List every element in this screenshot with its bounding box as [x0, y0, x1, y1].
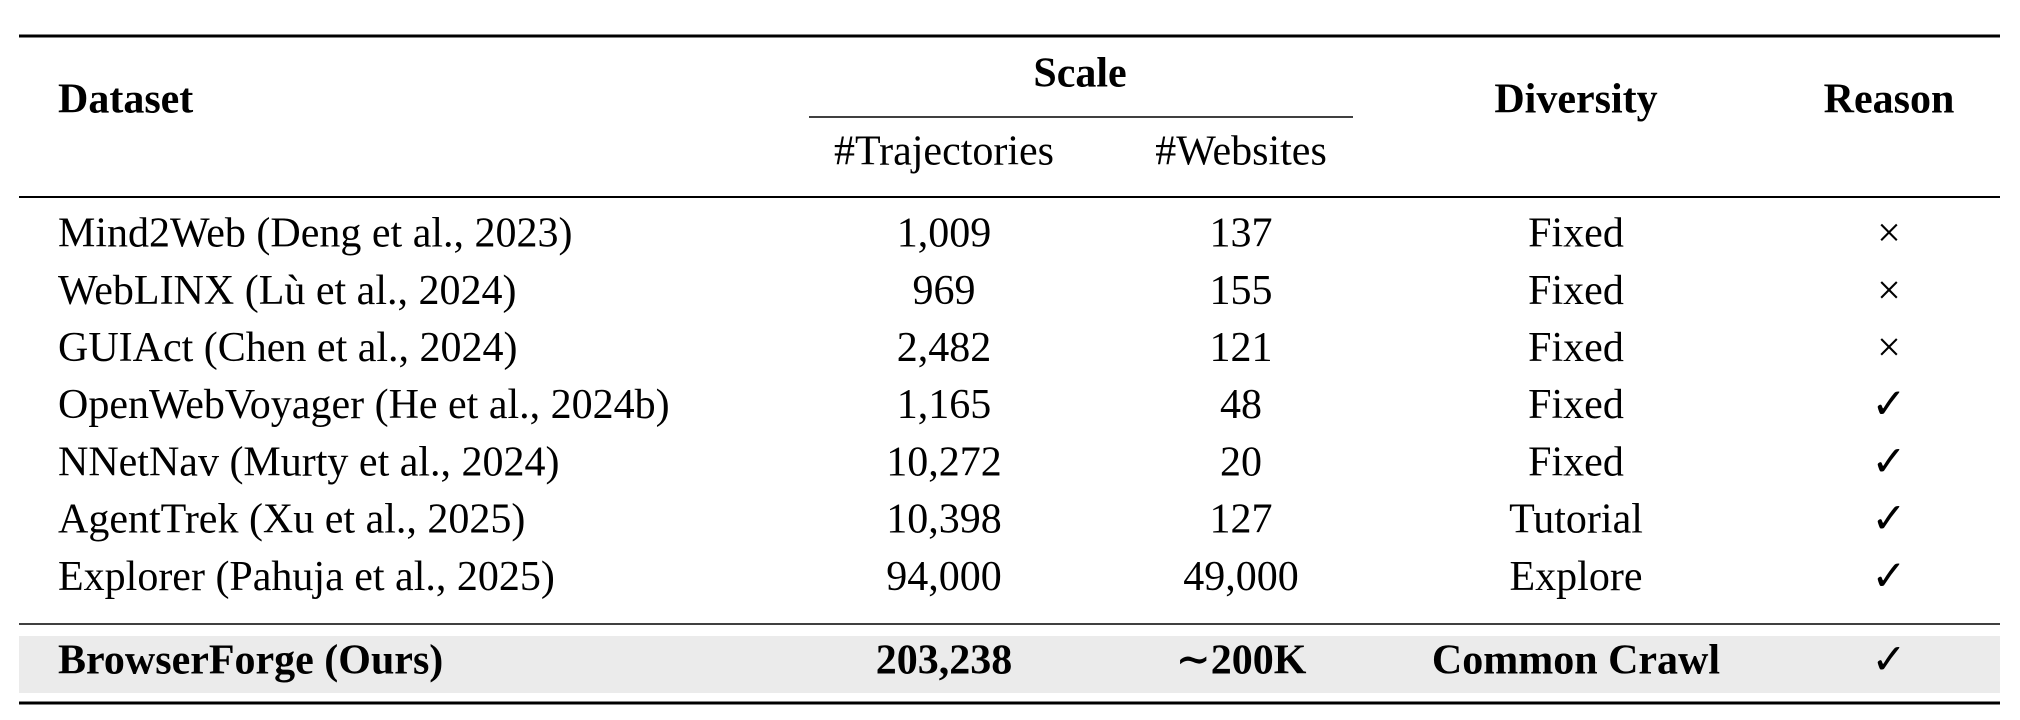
cell-trajectories: 94,000 [886, 554, 1002, 600]
cell-dataset: Mind2Web (Deng et al., 2023) [58, 211, 573, 257]
cell-trajectories: 1,009 [897, 211, 992, 257]
cell-diversity: Fixed [1528, 268, 1624, 314]
cell-trajectories: 969 [913, 268, 976, 314]
cell-trajectories: 10,272 [886, 439, 1002, 485]
cell-reason: ✓ [1871, 554, 1906, 600]
cell-trajectories: 2,482 [897, 325, 992, 371]
cell-dataset: GUIAct (Chen et al., 2024) [58, 325, 518, 371]
cell-dataset: NNetNav (Murty et al., 2024) [58, 439, 560, 485]
cell-reason: ✓ [1871, 382, 1906, 428]
cell-dataset: OpenWebVoyager (He et al., 2024b) [58, 382, 670, 428]
cell-diversity: Fixed [1528, 325, 1624, 371]
header-scale: Scale [1033, 51, 1126, 97]
highlight-band [19, 636, 2000, 693]
cell-trajectories: 203,238 [876, 638, 1013, 684]
header-dataset: Dataset [58, 77, 193, 123]
cell-diversity: Tutorial [1509, 497, 1643, 543]
cell-diversity: Explore [1510, 554, 1643, 600]
cell-websites: ∼200K [1176, 638, 1307, 684]
cell-reason: ✓ [1871, 439, 1906, 485]
cell-reason: ✓ [1871, 638, 1906, 684]
cell-reason: × [1877, 268, 1901, 314]
cell-websites: 155 [1210, 268, 1273, 314]
cell-websites: 127 [1210, 497, 1273, 543]
cell-reason: × [1877, 211, 1901, 257]
cell-websites: 20 [1220, 439, 1262, 485]
cell-reason: ✓ [1871, 497, 1906, 543]
cell-diversity: Fixed [1528, 439, 1624, 485]
header-trajectories: #Trajectories [834, 129, 1054, 175]
cell-websites: 49,000 [1183, 554, 1299, 600]
cell-dataset: BrowserForge (Ours) [58, 638, 443, 684]
header-diversity: Diversity [1494, 77, 1657, 123]
cell-dataset: WebLINX (Lù et al., 2024) [58, 268, 516, 314]
header-reason: Reason [1824, 77, 1955, 123]
cell-diversity: Fixed [1528, 211, 1624, 257]
cell-trajectories: 10,398 [886, 497, 1002, 543]
cell-dataset: AgentTrek (Xu et al., 2025) [58, 497, 525, 543]
cell-reason: × [1877, 325, 1901, 371]
cell-diversity: Fixed [1528, 382, 1624, 428]
cell-diversity: Common Crawl [1432, 638, 1720, 684]
header-websites: #Websites [1155, 129, 1327, 175]
cell-websites: 48 [1220, 382, 1262, 428]
cell-dataset: Explorer (Pahuja et al., 2025) [58, 554, 555, 600]
cell-websites: 137 [1210, 211, 1273, 257]
cell-websites: 121 [1210, 325, 1273, 371]
cell-trajectories: 1,165 [897, 382, 992, 428]
